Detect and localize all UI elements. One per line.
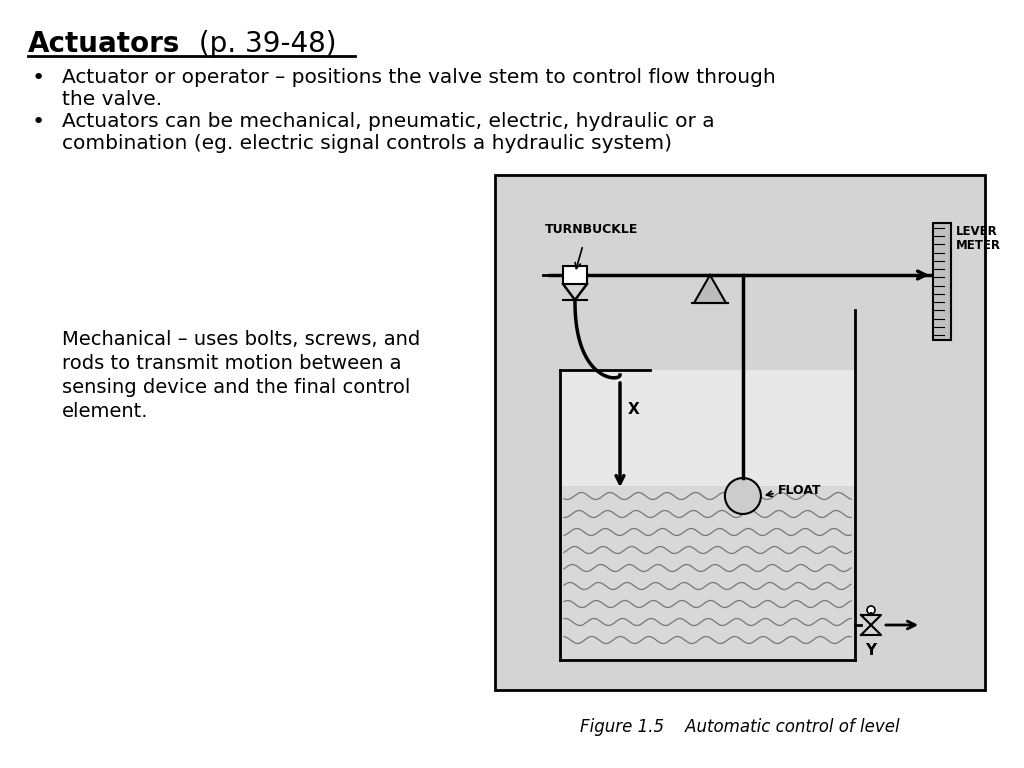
Text: the valve.: the valve. bbox=[62, 90, 162, 109]
Text: TURNBUCKLE: TURNBUCKLE bbox=[545, 223, 638, 236]
Text: Figure 1.5    Automatic control of level: Figure 1.5 Automatic control of level bbox=[581, 718, 900, 736]
Text: sensing device and the final control: sensing device and the final control bbox=[62, 378, 411, 397]
Text: •: • bbox=[32, 112, 45, 132]
Bar bbox=[495, 175, 985, 690]
Text: LEVER: LEVER bbox=[956, 225, 997, 238]
Text: (p. 39-48): (p. 39-48) bbox=[190, 30, 337, 58]
Circle shape bbox=[867, 606, 874, 614]
Text: •: • bbox=[32, 68, 45, 88]
Text: element.: element. bbox=[62, 402, 148, 421]
Text: Actuator or operator – positions the valve stem to control flow through: Actuator or operator – positions the val… bbox=[62, 68, 776, 87]
Text: METER: METER bbox=[956, 239, 1001, 252]
Text: FLOAT: FLOAT bbox=[778, 485, 821, 498]
Bar bbox=[560, 370, 855, 486]
Text: X: X bbox=[628, 402, 640, 418]
Text: Actuators can be mechanical, pneumatic, electric, hydraulic or a: Actuators can be mechanical, pneumatic, … bbox=[62, 112, 715, 131]
Bar bbox=[563, 266, 587, 284]
Circle shape bbox=[725, 478, 761, 514]
Polygon shape bbox=[694, 275, 726, 303]
Text: rods to transmit motion between a: rods to transmit motion between a bbox=[62, 354, 401, 373]
Text: combination (eg. electric signal controls a hydraulic system): combination (eg. electric signal control… bbox=[62, 134, 672, 153]
Bar bbox=[933, 223, 951, 340]
Text: Actuators: Actuators bbox=[28, 30, 180, 58]
Bar bbox=[560, 486, 855, 660]
Text: Y: Y bbox=[865, 643, 877, 658]
Text: Mechanical – uses bolts, screws, and: Mechanical – uses bolts, screws, and bbox=[62, 330, 420, 349]
